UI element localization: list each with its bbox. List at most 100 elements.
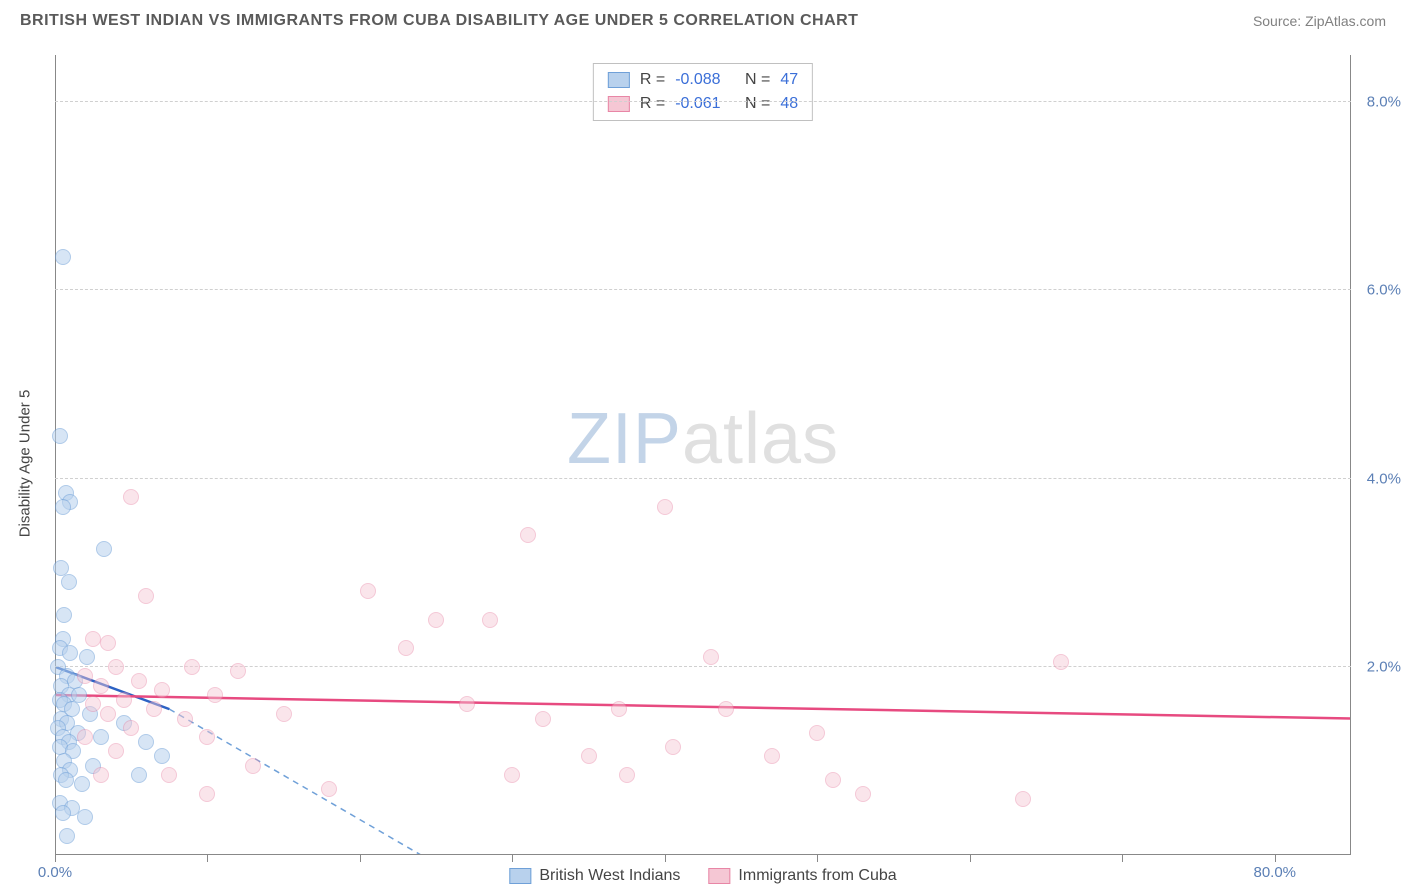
data-point-bwi <box>74 776 90 792</box>
data-point-cuba <box>581 748 597 764</box>
regression-lines <box>55 55 1351 855</box>
y-tick-label: 4.0% <box>1367 470 1401 487</box>
x-tick <box>512 855 513 862</box>
x-tick <box>207 855 208 862</box>
data-point-bwi <box>61 574 77 590</box>
data-point-cuba <box>138 588 154 604</box>
legend-swatch-bwi <box>509 868 531 884</box>
data-point-bwi <box>79 649 95 665</box>
data-point-cuba <box>825 772 841 788</box>
data-point-bwi <box>52 428 68 444</box>
data-point-cuba <box>116 692 132 708</box>
data-point-cuba <box>360 583 376 599</box>
r-label-2: R = <box>640 92 665 116</box>
data-point-cuba <box>665 739 681 755</box>
data-point-cuba <box>245 758 261 774</box>
data-point-cuba <box>718 701 734 717</box>
data-point-cuba <box>131 673 147 689</box>
gridline <box>55 101 1351 102</box>
data-point-bwi <box>138 734 154 750</box>
r-value-2: -0.061 <box>675 92 720 116</box>
data-point-bwi <box>77 809 93 825</box>
data-point-cuba <box>100 706 116 722</box>
data-point-cuba <box>184 659 200 675</box>
chart-container: Disability Age Under 5 ZIPatlas R = -0.0… <box>55 55 1351 855</box>
gridline <box>55 666 1351 667</box>
data-point-bwi <box>154 748 170 764</box>
data-point-cuba <box>154 682 170 698</box>
data-point-cuba <box>161 767 177 783</box>
stats-row-1: R = -0.088 N = 47 <box>608 68 798 92</box>
chart-title: BRITISH WEST INDIAN VS IMMIGRANTS FROM C… <box>20 12 858 30</box>
data-point-cuba <box>123 489 139 505</box>
data-point-cuba <box>207 687 223 703</box>
data-point-bwi <box>55 805 71 821</box>
y-tick-label: 6.0% <box>1367 282 1401 299</box>
data-point-cuba <box>459 696 475 712</box>
data-point-cuba <box>93 767 109 783</box>
data-point-cuba <box>611 701 627 717</box>
chart-header: BRITISH WEST INDIAN VS IMMIGRANTS FROM C… <box>0 0 1406 38</box>
data-point-cuba <box>199 729 215 745</box>
x-tick-label: 80.0% <box>1253 864 1296 881</box>
data-point-cuba <box>276 706 292 722</box>
legend-label-cuba: Immigrants from Cuba <box>738 867 896 885</box>
x-tick-label: 0.0% <box>38 864 72 881</box>
stats-box: R = -0.088 N = 47 R = -0.061 N = 48 <box>593 63 813 121</box>
gridline <box>55 289 1351 290</box>
n-value-1: 47 <box>780 68 798 92</box>
watermark-atlas: atlas <box>682 399 839 479</box>
y-axis-right <box>1350 55 1351 855</box>
data-point-cuba <box>199 786 215 802</box>
data-point-cuba <box>77 668 93 684</box>
data-point-cuba <box>619 767 635 783</box>
data-point-cuba <box>855 786 871 802</box>
data-point-bwi <box>55 249 71 265</box>
data-point-cuba <box>230 663 246 679</box>
data-point-cuba <box>764 748 780 764</box>
gridline <box>55 478 1351 479</box>
data-point-cuba <box>428 612 444 628</box>
x-tick <box>1275 855 1276 862</box>
swatch-bwi <box>608 72 630 88</box>
data-point-cuba <box>703 649 719 665</box>
y-axis-label: Disability Age Under 5 <box>17 390 34 538</box>
data-point-cuba <box>85 696 101 712</box>
data-point-bwi <box>55 499 71 515</box>
data-point-cuba <box>657 499 673 515</box>
stats-row-2: R = -0.061 N = 48 <box>608 92 798 116</box>
data-point-cuba <box>1053 654 1069 670</box>
legend-item-cuba: Immigrants from Cuba <box>708 867 896 885</box>
watermark-zip: ZIP <box>567 399 682 479</box>
data-point-bwi <box>58 772 74 788</box>
x-axis <box>55 854 1351 855</box>
r-label-1: R = <box>640 68 665 92</box>
plot-area: Disability Age Under 5 ZIPatlas R = -0.0… <box>55 55 1351 855</box>
data-point-cuba <box>108 743 124 759</box>
x-tick <box>665 855 666 862</box>
data-point-cuba <box>93 678 109 694</box>
legend-swatch-cuba <box>708 868 730 884</box>
data-point-bwi <box>93 729 109 745</box>
data-point-cuba <box>535 711 551 727</box>
data-point-cuba <box>85 631 101 647</box>
n-label-1: N = <box>745 68 770 92</box>
data-point-bwi <box>56 607 72 623</box>
n-value-2: 48 <box>780 92 798 116</box>
data-point-bwi <box>62 645 78 661</box>
x-tick <box>360 855 361 862</box>
data-point-cuba <box>809 725 825 741</box>
data-point-cuba <box>100 635 116 651</box>
swatch-cuba <box>608 96 630 112</box>
legend: British West Indians Immigrants from Cub… <box>509 867 896 885</box>
data-point-cuba <box>398 640 414 656</box>
legend-item-bwi: British West Indians <box>509 867 680 885</box>
y-tick-label: 2.0% <box>1367 658 1401 675</box>
r-value-1: -0.088 <box>675 68 720 92</box>
data-point-cuba <box>1015 791 1031 807</box>
x-tick <box>55 855 56 862</box>
data-point-cuba <box>123 720 139 736</box>
data-point-cuba <box>504 767 520 783</box>
data-point-cuba <box>482 612 498 628</box>
data-point-cuba <box>108 659 124 675</box>
